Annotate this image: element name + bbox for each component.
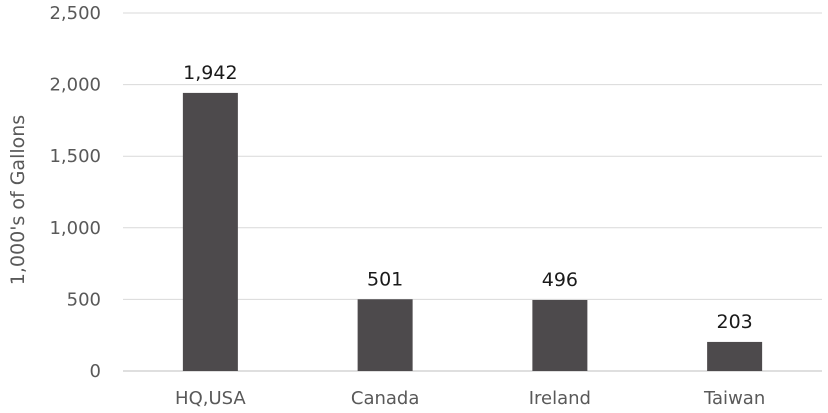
- bar: [707, 341, 763, 371]
- bar: [357, 299, 413, 371]
- x-axis-ticks: HQ,USA Canada Ireland Taiwan: [175, 388, 765, 409]
- x-tick-label: Taiwan: [703, 388, 765, 409]
- data-labels: 1,942 501 496 203: [183, 62, 753, 333]
- bar: [532, 299, 588, 371]
- data-label: 203: [716, 311, 752, 333]
- bar: [182, 92, 238, 371]
- y-tick-label: 2,500: [49, 3, 101, 24]
- y-tick-label: 1,000: [49, 218, 101, 239]
- data-label: 496: [542, 269, 578, 291]
- y-tick-label: 1,500: [49, 146, 101, 167]
- y-tick-label: 2,000: [49, 75, 101, 96]
- gridlines: [123, 12, 822, 372]
- y-tick-label: 500: [67, 289, 101, 310]
- y-axis-ticks: 0 500 1,000 1,500 2,000 2,500: [49, 3, 101, 382]
- x-tick-label: HQ,USA: [175, 388, 246, 409]
- data-label: 501: [367, 268, 403, 290]
- x-tick-label: Canada: [351, 388, 420, 409]
- bars: [182, 92, 763, 371]
- y-axis-label: 1,000's of Gallons: [7, 115, 29, 285]
- data-label: 1,942: [183, 62, 237, 84]
- x-tick-label: Ireland: [529, 388, 591, 409]
- y-tick-label: 0: [90, 361, 101, 382]
